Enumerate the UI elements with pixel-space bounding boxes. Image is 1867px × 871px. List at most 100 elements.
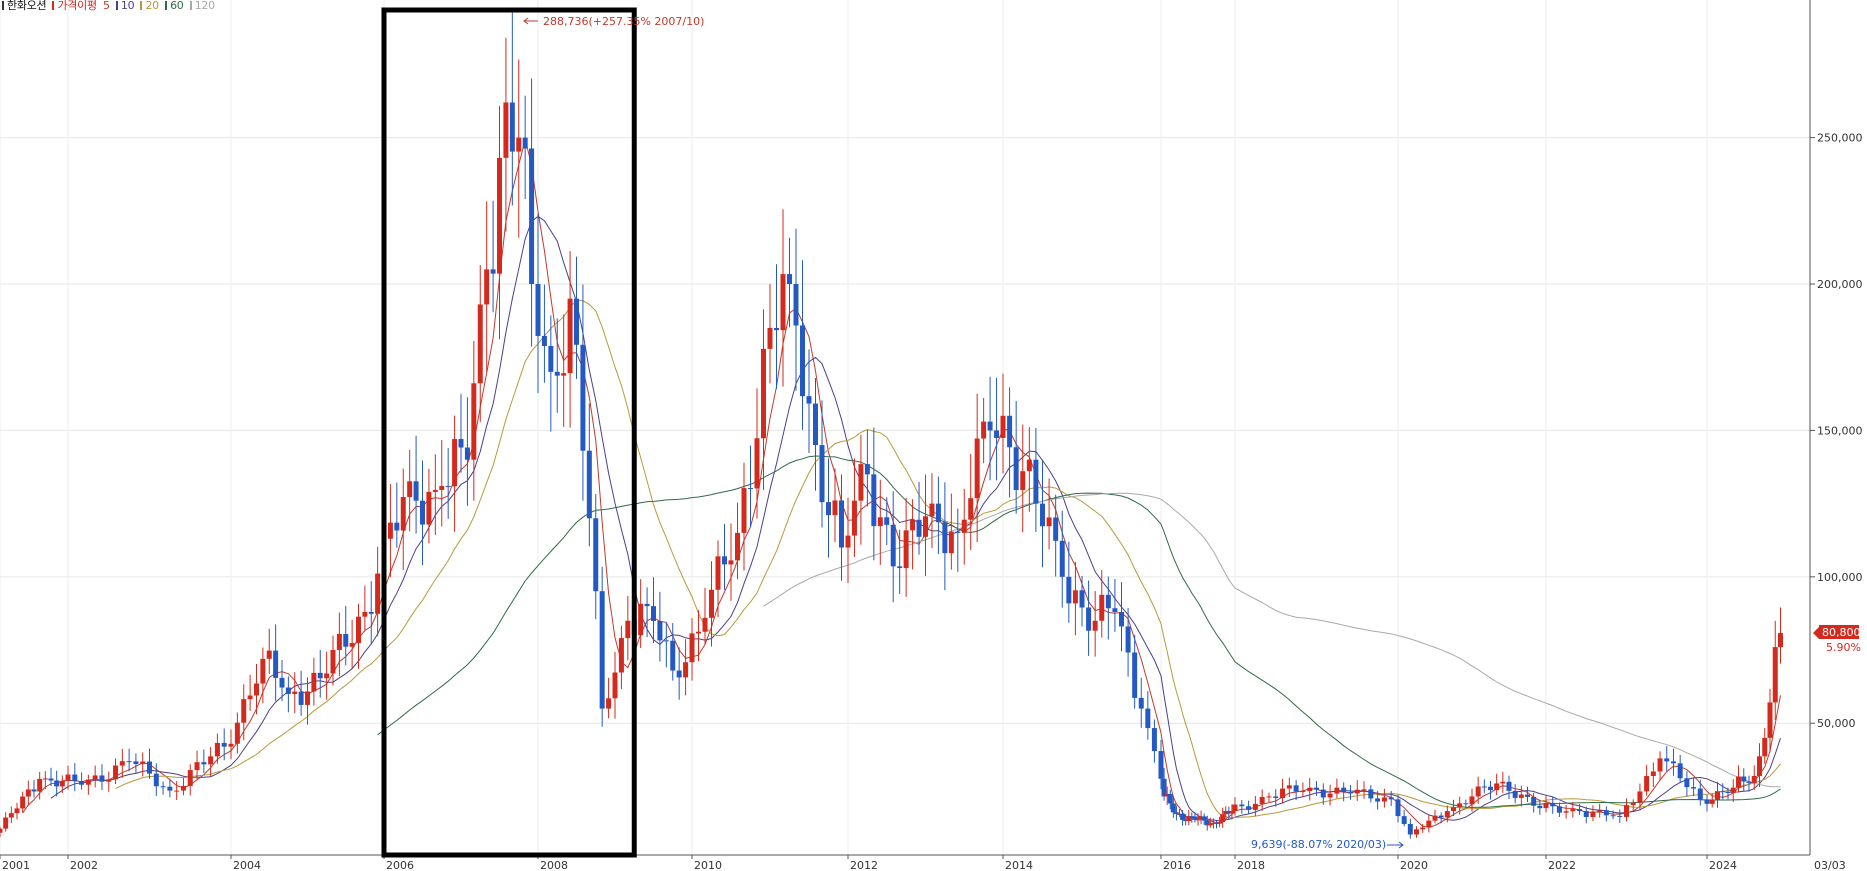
candle-body	[1407, 823, 1413, 835]
candle-body	[1664, 758, 1670, 762]
candle	[1293, 780, 1299, 801]
candle-body	[106, 779, 112, 782]
candle	[1161, 767, 1167, 801]
current-price: 80,800	[1822, 626, 1861, 639]
candle-body	[247, 695, 253, 700]
candle	[72, 763, 78, 792]
candle	[1020, 424, 1026, 533]
candle	[709, 561, 714, 647]
candle	[599, 566, 605, 727]
candle	[702, 587, 708, 646]
candle-body	[1624, 805, 1629, 817]
candle-body	[612, 672, 618, 699]
candle-body	[793, 284, 799, 326]
candle-body	[1746, 781, 1752, 783]
candle	[1173, 805, 1179, 821]
ma60-line	[377, 455, 1781, 809]
candle-body	[426, 491, 432, 525]
candle-body	[1132, 652, 1138, 698]
candle	[31, 780, 37, 798]
candle-body	[1751, 775, 1757, 783]
candle	[214, 733, 220, 764]
candle	[167, 778, 173, 798]
candle-body	[1334, 787, 1340, 794]
candle-body	[994, 430, 1000, 438]
candle-body	[1550, 802, 1556, 807]
candle	[1170, 796, 1176, 818]
candle-body	[1543, 802, 1549, 809]
candle-body	[85, 779, 91, 785]
candle	[490, 200, 496, 313]
candle	[147, 748, 152, 779]
candle-body	[897, 566, 903, 569]
candle-body	[1637, 791, 1643, 803]
candle	[1617, 809, 1623, 824]
candle	[1138, 677, 1144, 728]
x-tick-label: 2024	[1709, 859, 1737, 871]
candle	[37, 771, 43, 800]
candle	[273, 624, 279, 701]
candle-body	[1354, 789, 1360, 794]
candle-body	[477, 304, 483, 384]
candle-body	[1577, 809, 1583, 812]
candle-body	[0, 828, 3, 833]
candle-body	[1704, 799, 1710, 804]
candle	[748, 445, 753, 527]
candle	[79, 772, 85, 790]
candle-body	[1630, 802, 1636, 806]
candle	[522, 95, 528, 200]
candle	[806, 349, 812, 454]
legend-ma60: 60	[170, 0, 184, 12]
candle	[1720, 783, 1726, 800]
candle-body	[349, 643, 355, 647]
candle-body	[586, 450, 592, 519]
candle-body	[1617, 815, 1623, 817]
candle-body	[1207, 823, 1213, 826]
candle-body	[1066, 576, 1072, 604]
candle-body	[1361, 789, 1367, 791]
candle	[1112, 578, 1118, 632]
candle-body	[1475, 786, 1481, 797]
candle-body	[99, 775, 105, 782]
candle-body	[407, 481, 413, 498]
candle	[1741, 768, 1747, 792]
candle-body	[1183, 819, 1189, 821]
candle	[1266, 792, 1272, 803]
candle	[1210, 818, 1216, 829]
candle	[663, 622, 669, 668]
candle	[439, 440, 445, 527]
candle	[1767, 688, 1773, 753]
candle-body	[1537, 805, 1543, 809]
candle	[1223, 806, 1229, 818]
candle	[1246, 800, 1252, 814]
x-end-label: 03/03	[1814, 859, 1846, 871]
candle	[126, 748, 132, 772]
candle	[317, 650, 323, 698]
candle	[877, 479, 883, 565]
candle	[368, 581, 374, 644]
candle	[1746, 775, 1752, 792]
x-tick-label: 2016	[1163, 859, 1191, 871]
candle	[1518, 785, 1524, 807]
candle-body	[1375, 798, 1381, 802]
candle-body	[1151, 728, 1157, 752]
candle-body	[65, 774, 71, 781]
candle-body	[871, 474, 877, 527]
candle	[929, 473, 935, 549]
candle	[858, 434, 864, 545]
candle	[923, 474, 928, 576]
candle-body	[1170, 803, 1176, 813]
ma10-line	[50, 215, 1781, 822]
candle-body	[1204, 820, 1210, 826]
candle	[961, 488, 967, 565]
candle	[1481, 779, 1487, 794]
candle	[266, 628, 272, 674]
candle	[1125, 608, 1131, 677]
candle-body	[1715, 791, 1720, 800]
candle	[477, 264, 483, 423]
candle	[1736, 765, 1741, 793]
candle-body	[221, 742, 227, 747]
legend-ma120: 120	[194, 0, 215, 12]
candle-body	[832, 500, 838, 516]
